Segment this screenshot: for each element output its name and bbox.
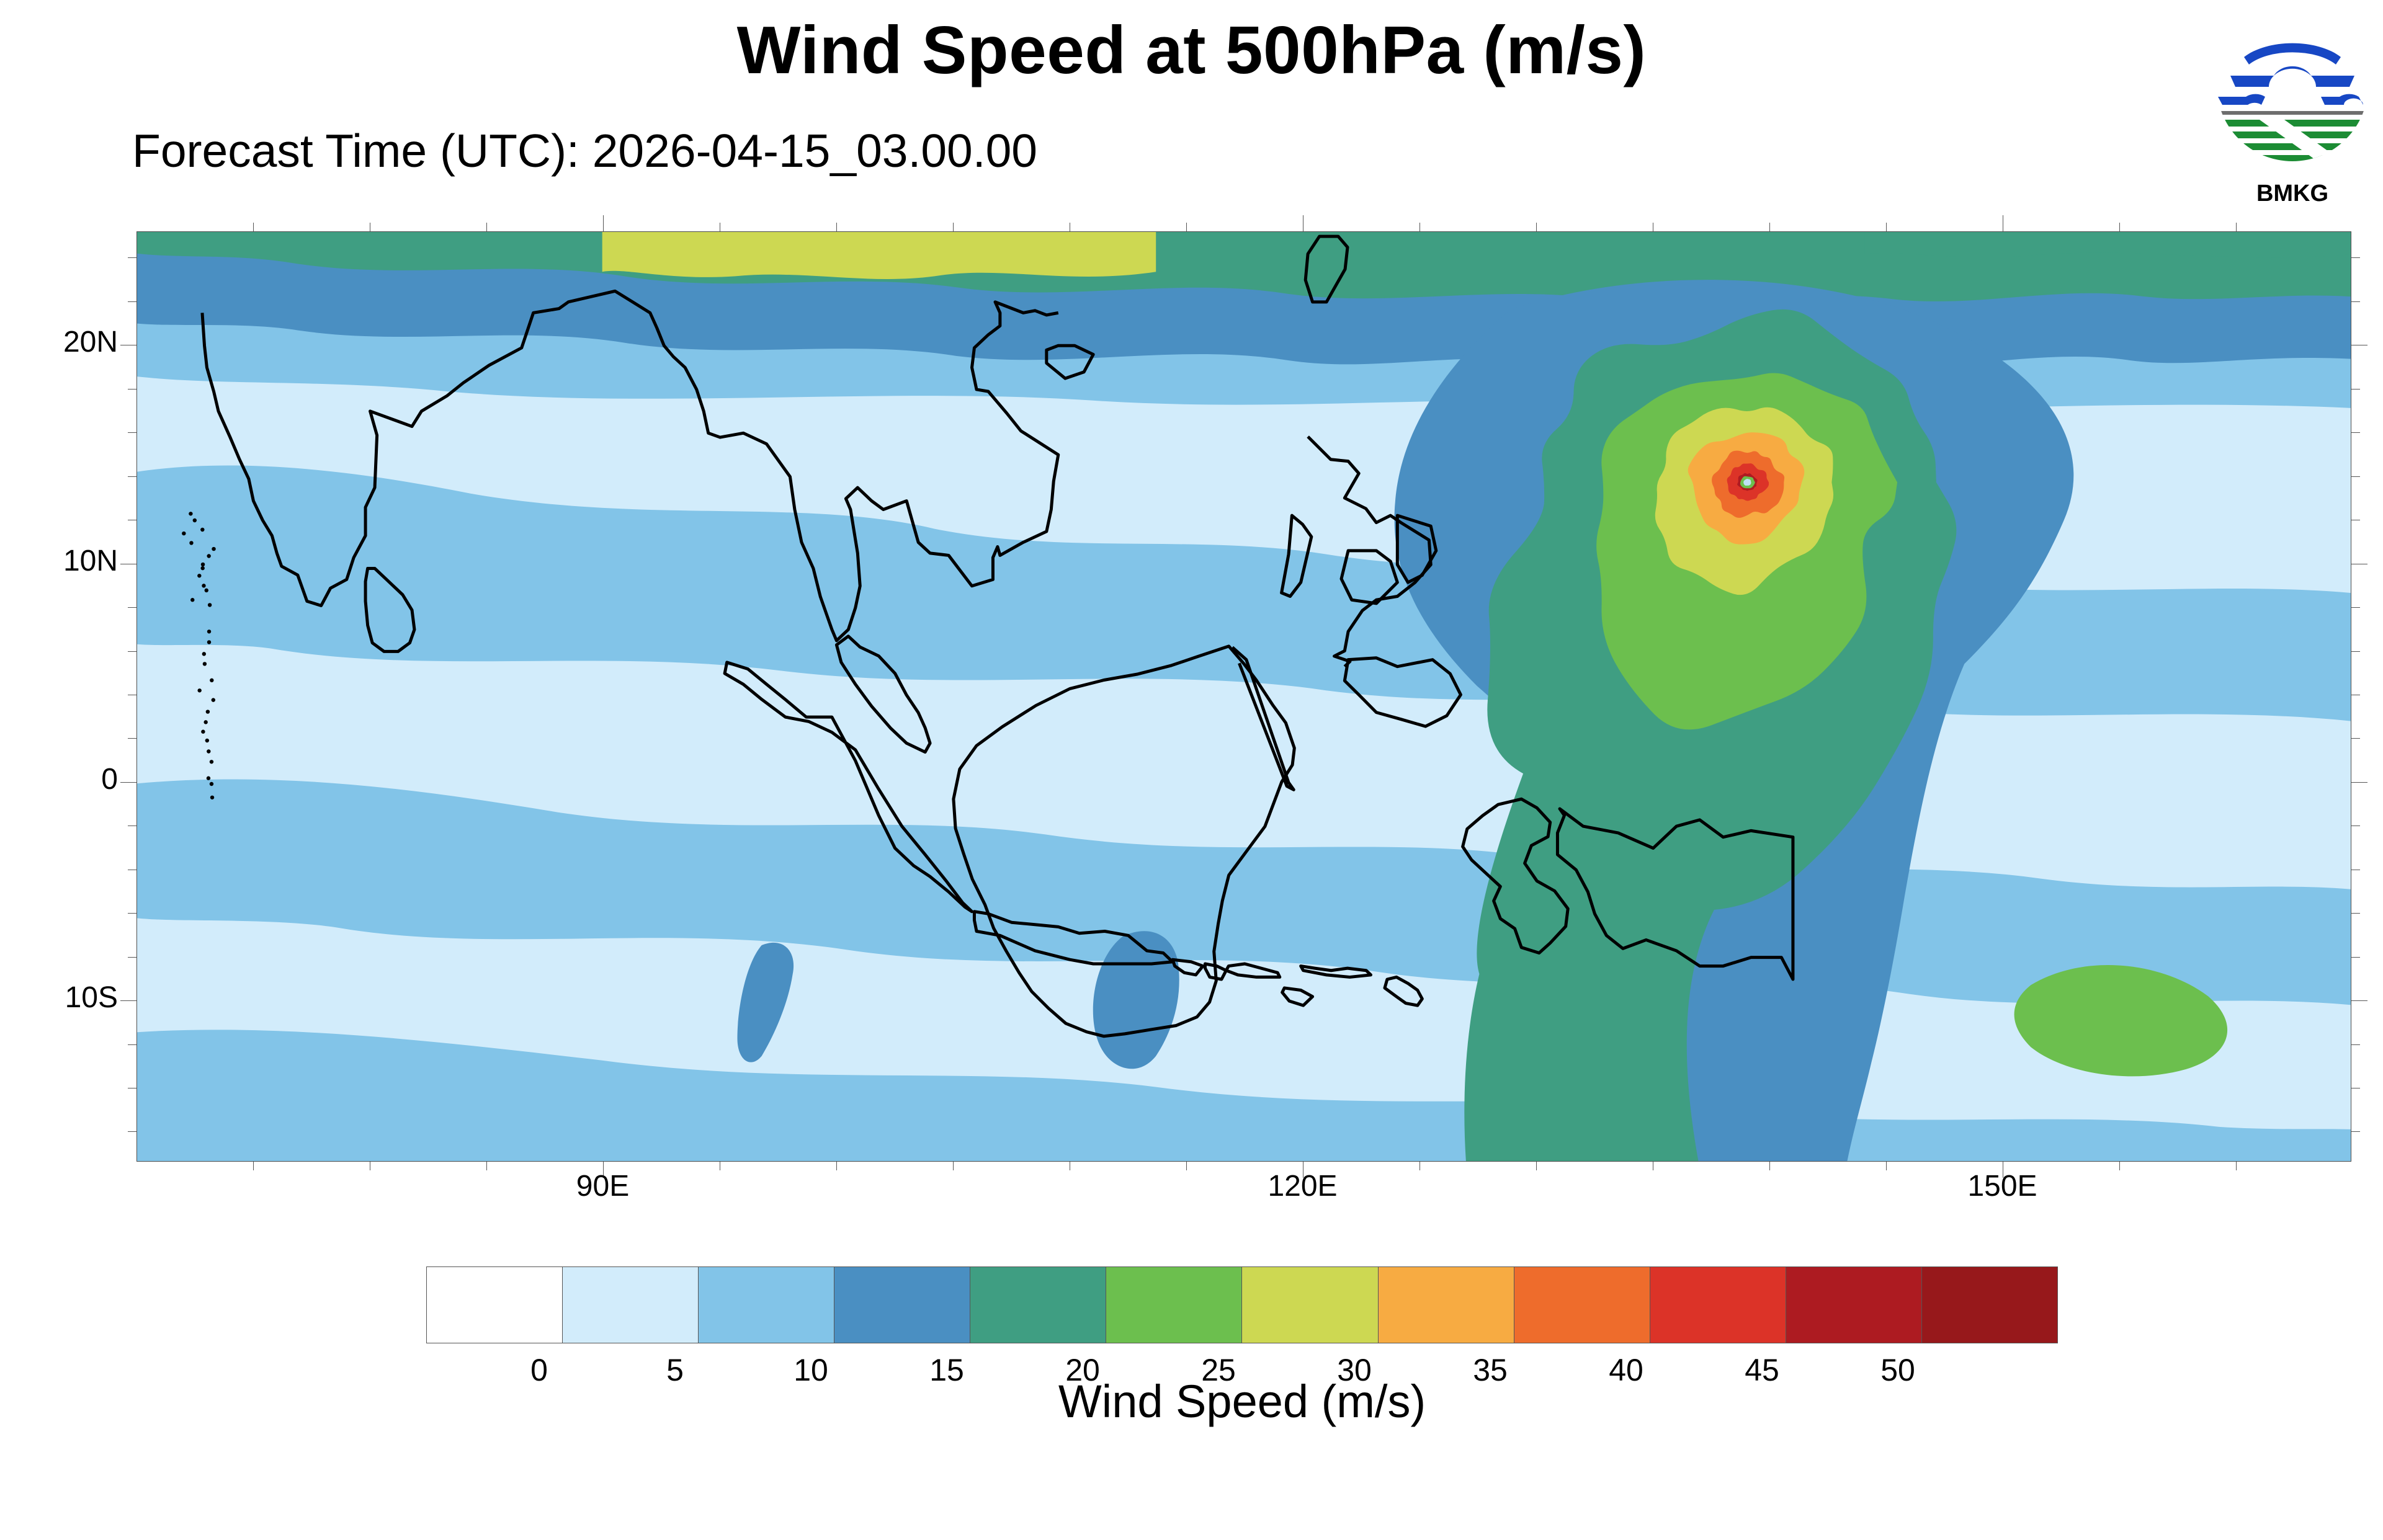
svg-text:BMKG: BMKG — [2256, 180, 2328, 205]
